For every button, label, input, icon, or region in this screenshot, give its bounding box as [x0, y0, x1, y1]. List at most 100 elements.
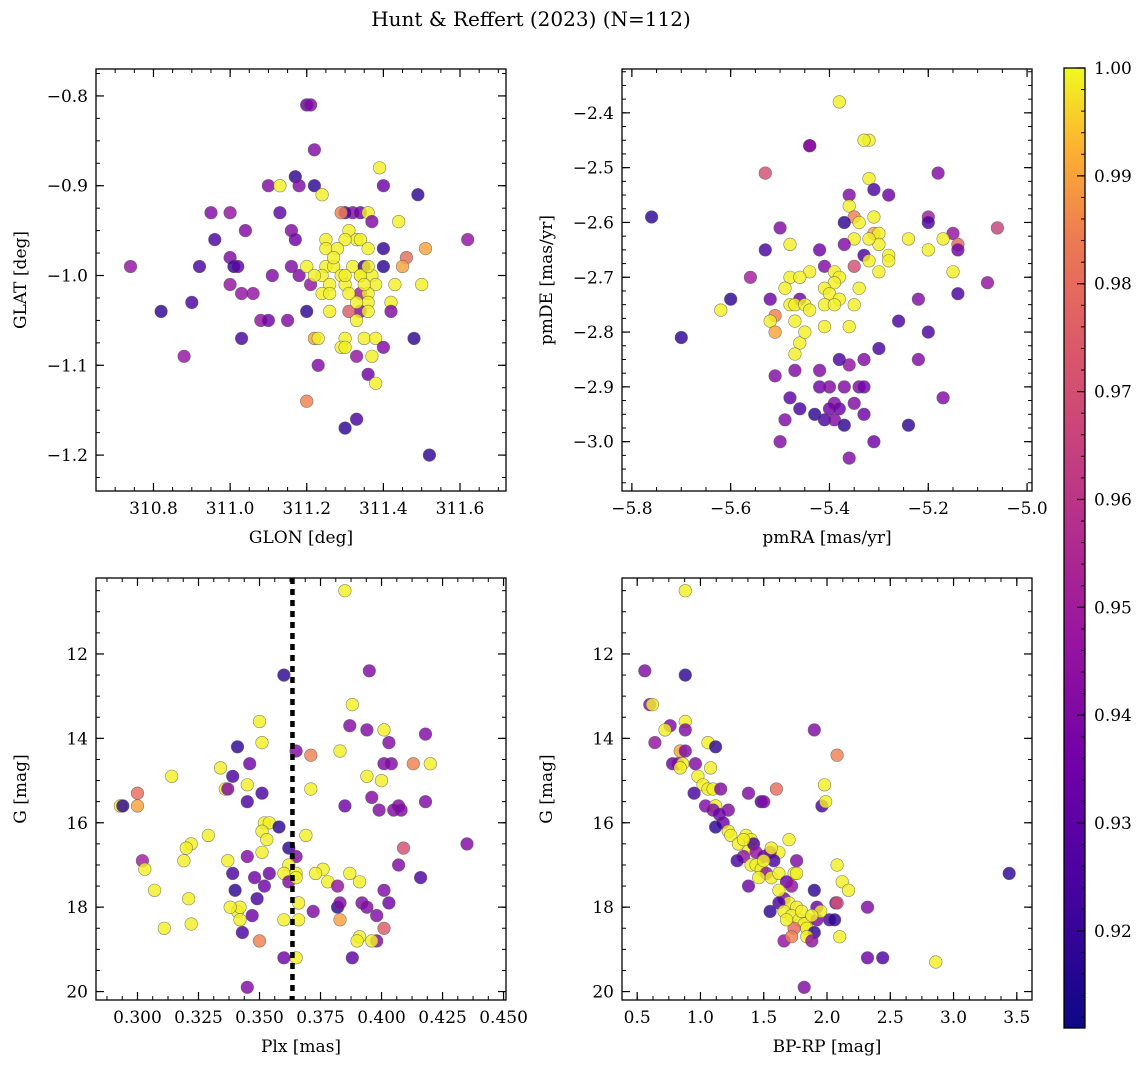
x-tick-label: 3.5	[1003, 1008, 1030, 1028]
data-point	[805, 908, 819, 923]
data-point	[299, 828, 313, 843]
x-tick-label: −5.0	[1006, 499, 1047, 519]
data-point	[360, 900, 374, 914]
data-point	[233, 913, 247, 927]
data-point	[365, 349, 379, 363]
data-point	[793, 270, 807, 284]
axes-frame	[621, 68, 1033, 492]
data-point	[165, 769, 179, 783]
data-point	[374, 773, 389, 788]
data-point	[789, 854, 804, 868]
data-point	[376, 179, 391, 193]
data-point	[388, 277, 402, 292]
data-point	[860, 900, 875, 914]
data-point	[369, 376, 383, 390]
data-point	[852, 281, 866, 295]
data-point	[882, 188, 896, 202]
data-point	[230, 740, 245, 754]
data-point	[827, 913, 842, 927]
data-point	[273, 179, 287, 193]
data-point	[857, 380, 871, 394]
y-tick-label: 20	[66, 983, 88, 1003]
data-point	[376, 340, 391, 354]
data-point	[394, 803, 408, 817]
data-point	[817, 778, 832, 792]
data-point	[798, 325, 812, 339]
data-point	[842, 199, 856, 213]
data-point	[252, 714, 267, 729]
data-point	[422, 448, 437, 462]
y-tick-label: 14	[66, 729, 88, 749]
data-point	[138, 862, 152, 876]
data-point	[724, 828, 738, 843]
data-point	[361, 259, 375, 274]
data-point	[338, 268, 352, 283]
x-tick-label: 0.325	[174, 1008, 223, 1028]
data-point	[784, 930, 799, 944]
data-point	[277, 951, 291, 965]
x-axis-label: GLON [deg]	[249, 528, 353, 548]
data-point	[221, 854, 235, 868]
data-point	[123, 259, 138, 274]
data-point	[255, 786, 269, 800]
data-point	[361, 304, 375, 319]
data-point	[255, 735, 269, 750]
data-point	[260, 832, 274, 847]
data-point	[867, 435, 881, 449]
data-point	[338, 799, 352, 813]
data-point	[382, 735, 396, 750]
data-point	[304, 98, 318, 112]
data-point	[678, 668, 692, 682]
data-point	[357, 331, 371, 346]
data-point	[842, 320, 856, 334]
data-point	[764, 841, 778, 855]
data-point	[674, 330, 688, 345]
data-point	[377, 883, 391, 897]
scatter-panel-4: 0.5 1.0 1.5 2.0 2.5 3.0 3.5 12 14 16 18 20 BP-RP [ma…	[537, 577, 1033, 1057]
y-axis-label: G [mag]	[11, 754, 31, 823]
scatter-panel-1: 310.8 311.0 311.2 311.4 311.6 −0.8 −0.9 −1.0 −1.…	[11, 68, 507, 548]
data-point	[688, 757, 703, 771]
data-point	[382, 896, 396, 910]
data-point	[743, 270, 758, 284]
data-point	[757, 795, 771, 809]
x-tick-label: 2.5	[877, 1008, 904, 1028]
data-point	[832, 352, 846, 367]
data-point	[783, 391, 797, 405]
data-point	[407, 331, 421, 346]
data-point	[309, 866, 323, 881]
x-tick-label: 310.8	[129, 499, 178, 519]
data-point	[921, 325, 935, 339]
data-point	[248, 870, 262, 885]
y-tick-label: −0.8	[47, 87, 88, 107]
y-tick-label: 14	[592, 729, 614, 749]
data-point	[797, 980, 811, 994]
data-point	[323, 304, 337, 319]
data-point	[788, 314, 802, 328]
data-point	[406, 757, 420, 771]
data-point	[235, 331, 249, 346]
colorbar-tick-label: 0.95	[1094, 598, 1132, 618]
x-tick-label: 2.0	[813, 1008, 840, 1028]
x-axis-label: BP-RP [mag]	[773, 1037, 882, 1057]
x-tick-label: 0.300	[113, 1008, 162, 1028]
x-tick-label: 311.0	[206, 499, 255, 519]
data-point	[768, 325, 782, 339]
data-point	[805, 934, 819, 948]
y-tick-label: 16	[592, 814, 614, 834]
data-point	[182, 892, 196, 906]
data-point	[758, 243, 772, 257]
x-tick-label: 0.400	[357, 1008, 406, 1028]
data-point	[365, 215, 379, 229]
data-point	[857, 352, 871, 367]
colorbar-tick-label: 0.93	[1094, 814, 1132, 834]
colorbar: 0.92 0.93 0.94 0.95 0.96 0.97 0.98 0.99 1.00	[1063, 59, 1132, 1029]
data-point	[812, 363, 827, 378]
data-point	[1002, 866, 1016, 881]
data-point	[773, 435, 787, 449]
data-point	[757, 854, 771, 868]
data-point	[703, 761, 718, 775]
data-point	[360, 769, 374, 783]
colorbar-tick-label: 0.96	[1094, 490, 1132, 510]
data-point	[311, 331, 325, 346]
